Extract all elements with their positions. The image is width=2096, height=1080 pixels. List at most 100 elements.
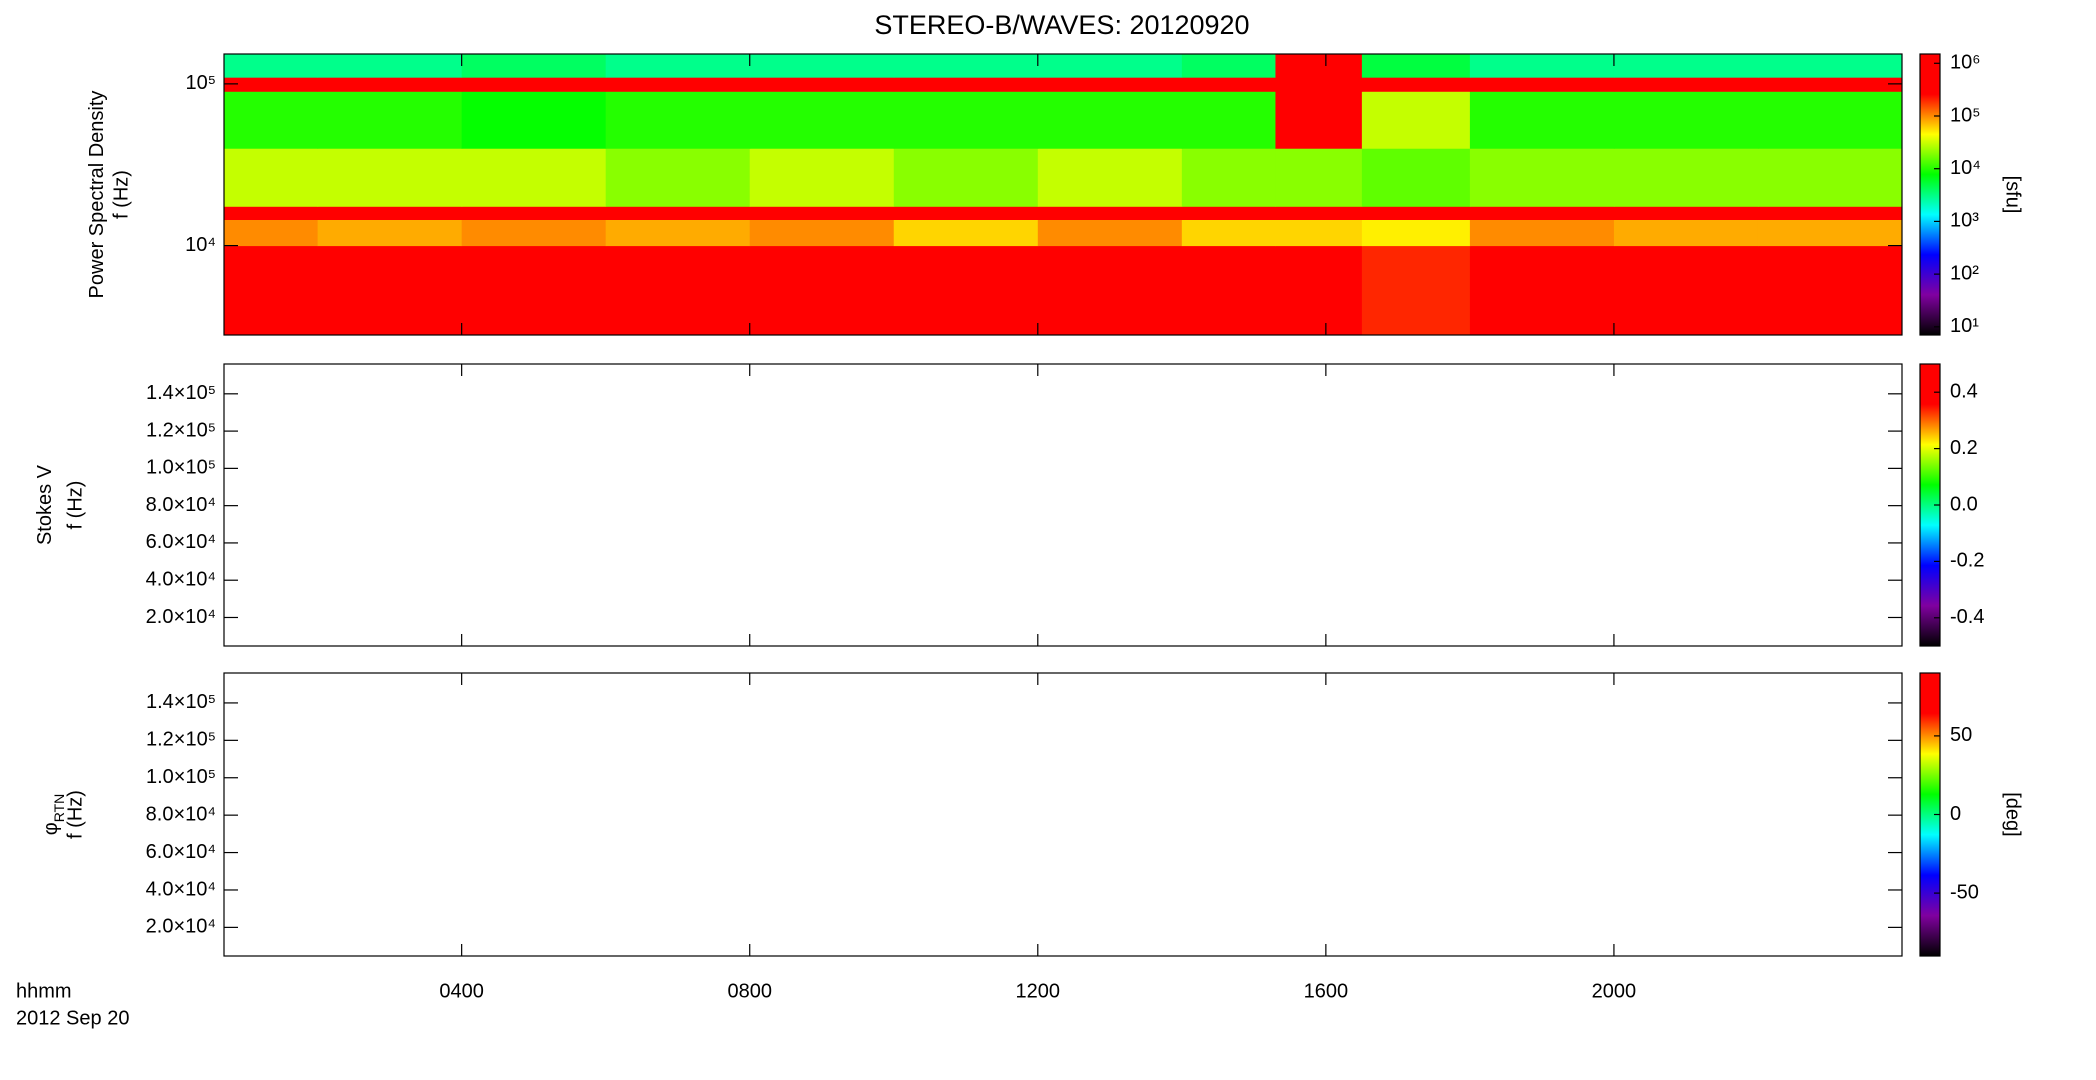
spectrogram-cell <box>224 77 319 92</box>
spectrogram-cell <box>1757 206 1903 220</box>
chart-title: STEREO-B/WAVES: 20120920 <box>874 10 1249 40</box>
spectrogram-cell <box>224 91 319 149</box>
y-axis-label-main: Power Spectral Density <box>86 91 108 299</box>
spectrogram-cell <box>1613 54 1759 78</box>
y-axis-label: Power Spectral Density <box>86 91 108 299</box>
spectrogram-cell <box>224 206 319 220</box>
y-axis-label-sub: RTN <box>51 794 67 823</box>
spectrogram-cell <box>1037 219 1183 247</box>
y-tick-label: 8.0×10⁴ <box>146 803 216 825</box>
colorbar-tick-label: -0.4 <box>1950 606 1984 628</box>
spectrogram-cell <box>1275 77 1363 92</box>
panel-frame <box>223 363 1903 647</box>
colorbar-label: [sfu] <box>2002 176 2024 214</box>
y-tick-label: 1.0×10⁵ <box>146 766 216 788</box>
spectrogram-cell <box>1361 206 1471 220</box>
colorbar-tick-label: 10⁵ <box>1950 104 1981 126</box>
spectrogram-cell <box>749 245 895 336</box>
spectrogram-cell <box>893 77 1039 92</box>
spectrogram-cell <box>1037 54 1183 78</box>
spectrogram-cell <box>1361 54 1471 78</box>
spectrogram-cell <box>1361 148 1471 207</box>
spectrogram-cell <box>461 148 607 207</box>
spectrogram-cell <box>893 245 1039 336</box>
spectrogram-cell <box>1275 206 1363 220</box>
spectrogram-cell <box>893 54 1039 78</box>
y-tick-label: 2.0×10⁴ <box>146 916 216 938</box>
spectrogram-cell <box>224 219 319 247</box>
spectrogram-cell <box>1037 91 1183 149</box>
y-tick-label: 4.0×10⁴ <box>146 568 216 590</box>
spectrogram-cell <box>1613 245 1759 336</box>
spectrogram-cell <box>317 77 463 92</box>
spectrogram-cell <box>461 54 607 78</box>
spectrogram-cell <box>1361 219 1471 247</box>
spectrogram-cell <box>1181 54 1276 78</box>
spectrogram-cell <box>749 219 895 247</box>
spectrogram-cell <box>605 54 751 78</box>
spectrogram-cell <box>224 148 319 207</box>
spectrogram-cell <box>605 206 751 220</box>
spectrogram-cell <box>1361 245 1471 336</box>
spectrogram-cell <box>1181 219 1276 247</box>
y-tick-label: 1.0×10⁵ <box>146 457 216 479</box>
spectrogram-cell <box>224 245 319 336</box>
y-tick-label: 6.0×10⁴ <box>146 841 216 863</box>
spectrogram-cell <box>893 219 1039 247</box>
spectrogram-cell <box>1613 77 1759 92</box>
y-axis-label-main: Stokes V <box>34 464 56 545</box>
spectrogram-cell <box>749 148 895 207</box>
spectrogram-cell <box>1469 77 1615 92</box>
spectrogram-cell <box>1275 54 1363 78</box>
spectrogram-cell <box>1037 148 1183 207</box>
colorbar-label: [deg] <box>2002 792 2024 836</box>
x-tick-label: 0800 <box>727 980 772 1002</box>
y-tick-label: 2.0×10⁴ <box>146 606 216 628</box>
spectrogram-cell <box>317 54 463 78</box>
colorbar-tick-label: 10³ <box>1950 210 1979 232</box>
spectrogram-cell <box>1469 148 1615 207</box>
x-tick-label: 1200 <box>1016 980 1061 1002</box>
x-tick-label: 0400 <box>439 980 484 1002</box>
spectrogram-cell <box>1757 77 1903 92</box>
y-axis-label: f (Hz) <box>110 170 132 219</box>
spectrogram-cell <box>1469 54 1615 78</box>
spectrogram-cell <box>605 148 751 207</box>
spectrogram-cell <box>461 77 607 92</box>
spectrogram-cell <box>605 219 751 247</box>
spectrogram-cell <box>749 77 895 92</box>
spectrogram-cell <box>1613 148 1759 207</box>
colorbar-tick-label: 0.0 <box>1950 493 1978 515</box>
x-tick-label: 1600 <box>1304 980 1349 1002</box>
spectrogram-cell <box>1613 219 1759 247</box>
x-axis-label: hhmm <box>16 980 72 1002</box>
x-axis-sublabel: 2012 Sep 20 <box>16 1007 129 1029</box>
spectrogram-cell <box>317 91 463 149</box>
spectrogram-cell <box>1275 148 1363 207</box>
spectrogram-cell <box>1757 54 1903 78</box>
spectrogram-cell <box>317 148 463 207</box>
spectrogram-cell <box>1613 91 1759 149</box>
colorbar-tick-label: 10¹ <box>1950 315 1979 337</box>
spectrogram-cell <box>1757 245 1903 336</box>
colorbar-tick-label: 0 <box>1950 803 1961 825</box>
spectrogram-cell <box>605 77 751 92</box>
y-axis-label: f (Hz) <box>64 790 86 839</box>
y-tick-label: 1.2×10⁵ <box>146 729 216 751</box>
spectrogram-cell <box>317 219 463 247</box>
y-axis-label: φRTN <box>40 794 66 836</box>
x-tick-label: 2000 <box>1592 980 1637 1002</box>
y-tick-label: 10⁴ <box>185 234 216 256</box>
spectrogram-cell <box>1037 206 1183 220</box>
colorbar-tick-label: 10⁴ <box>1950 157 1981 179</box>
spectrogram-cell <box>461 91 607 149</box>
y-tick-label: 1.2×10⁵ <box>146 419 216 441</box>
spectrogram-cell <box>1037 77 1183 92</box>
spectrogram-cell <box>1757 219 1903 247</box>
spectrogram-cell <box>461 219 607 247</box>
panel-frame <box>223 53 1903 336</box>
spectrogram-cell <box>461 206 607 220</box>
spectrogram-cell <box>224 54 319 78</box>
y-axis-label-main: φ <box>40 822 62 835</box>
